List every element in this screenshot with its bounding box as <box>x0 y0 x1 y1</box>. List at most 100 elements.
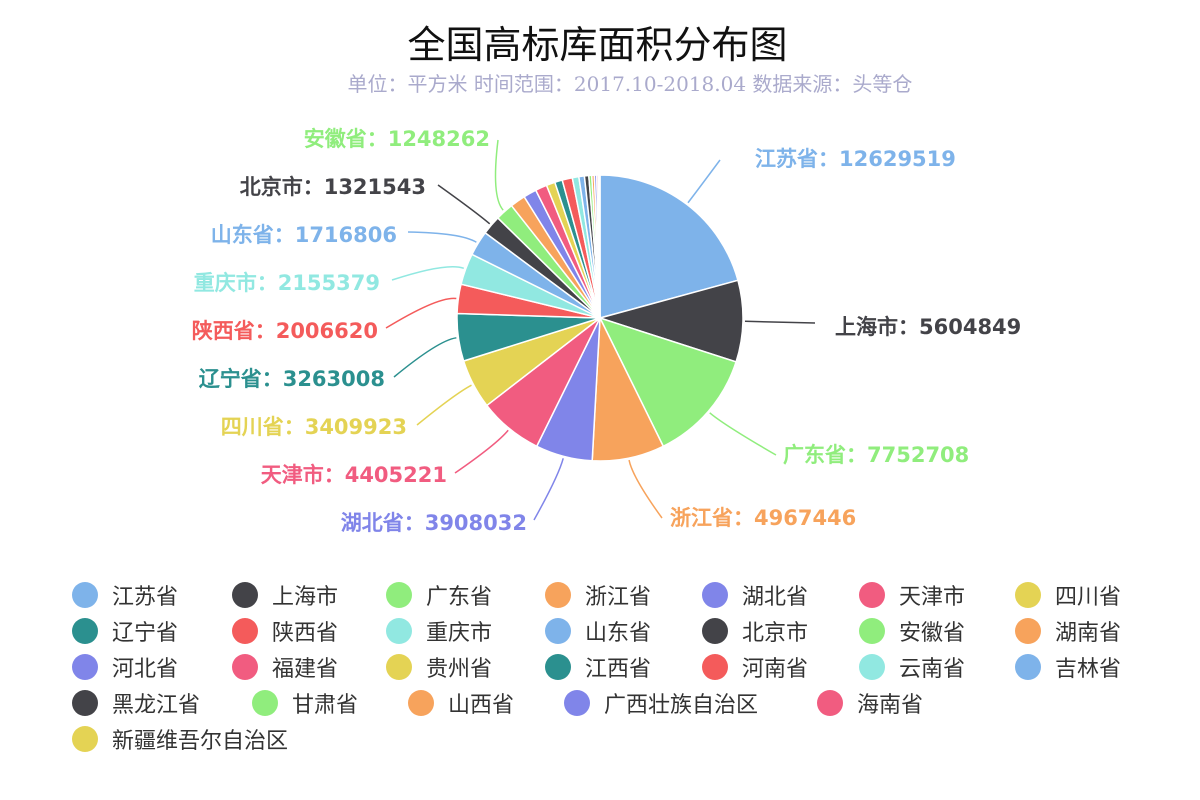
legend-item[interactable]: 江西省 <box>545 650 651 684</box>
label-line <box>744 320 816 324</box>
legend-label: 贵州省 <box>426 657 493 682</box>
legend-swatch <box>545 618 571 644</box>
legend-item[interactable]: 北京市 <box>702 614 808 648</box>
legend-label: 广东省 <box>426 585 493 610</box>
legend-swatch <box>702 654 728 680</box>
data-label: 辽宁省：3263008 <box>199 367 385 391</box>
label-line <box>709 412 777 456</box>
legend-label: 四川省 <box>1055 585 1122 610</box>
legend-label: 上海市 <box>272 585 339 610</box>
label-line <box>437 184 491 225</box>
legend-label: 甘肃省 <box>292 693 359 718</box>
legend-label: 广西壮族自治区 <box>604 693 759 718</box>
data-label: 北京市：1321543 <box>240 175 426 199</box>
legend-item[interactable]: 山西省 <box>408 686 514 720</box>
legend-item[interactable]: 四川省 <box>1015 578 1121 612</box>
pie-slice[interactable] <box>599 174 739 319</box>
legend-label: 安徽省 <box>899 621 966 646</box>
legend-item[interactable]: 重庆市 <box>386 614 492 648</box>
legend-item[interactable]: 甘肃省 <box>252 686 358 720</box>
data-label: 天津市：4405221 <box>261 463 447 487</box>
label-line <box>533 458 564 521</box>
data-label: 安徽省：1248262 <box>304 127 490 151</box>
legend-item[interactable]: 辽宁省 <box>72 614 178 648</box>
legend-swatch <box>232 618 258 644</box>
legend-label: 浙江省 <box>585 585 652 610</box>
legend-item[interactable]: 河南省 <box>702 650 808 684</box>
legend-item[interactable]: 吉林省 <box>1015 650 1121 684</box>
legend-swatch <box>859 654 885 680</box>
pie-slice[interactable] <box>597 174 601 319</box>
legend-label: 海南省 <box>857 693 924 718</box>
legend-label: 重庆市 <box>426 621 493 646</box>
legend-item[interactable]: 黑龙江省 <box>72 686 200 720</box>
legend-swatch <box>72 618 98 644</box>
legend-item[interactable]: 新疆维吾尔自治区 <box>72 722 288 756</box>
legend-item[interactable]: 云南省 <box>859 650 965 684</box>
legend-label: 河南省 <box>742 657 809 682</box>
legend-swatch <box>72 582 98 608</box>
label-line <box>407 231 477 243</box>
legend-item[interactable]: 广西壮族自治区 <box>564 686 758 720</box>
legend-swatch <box>1015 618 1041 644</box>
legend-item[interactable]: 山东省 <box>545 614 651 648</box>
legend-item[interactable]: 湖南省 <box>1015 614 1121 648</box>
legend-swatch <box>859 618 885 644</box>
legend-item[interactable]: 浙江省 <box>545 578 651 612</box>
legend-swatch <box>386 582 412 608</box>
pie-slice[interactable] <box>598 316 738 448</box>
legend-swatch <box>817 690 843 716</box>
label-line <box>628 459 663 519</box>
legend-swatch <box>702 582 728 608</box>
legend-swatch <box>232 654 258 680</box>
label-line <box>687 159 721 204</box>
pie-slices <box>456 174 744 462</box>
legend-item[interactable]: 天津市 <box>859 578 965 612</box>
label-line <box>494 139 504 211</box>
legend-label: 河北省 <box>112 657 179 682</box>
pie-slice[interactable] <box>597 279 744 363</box>
legend-label: 新疆维吾尔自治区 <box>112 729 289 754</box>
legend-swatch <box>72 654 98 680</box>
legend-item[interactable]: 上海市 <box>232 578 338 612</box>
legend-label: 云南省 <box>899 657 966 682</box>
legend-swatch <box>545 582 571 608</box>
legend-swatch <box>386 654 412 680</box>
label-line <box>416 384 472 426</box>
legend-swatch <box>252 690 278 716</box>
data-label: 江苏省：12629519 <box>755 147 956 171</box>
legend-item[interactable]: 陕西省 <box>232 614 338 648</box>
legend-swatch <box>232 582 258 608</box>
legend-label: 湖南省 <box>1055 621 1122 646</box>
legend-swatch <box>408 690 434 716</box>
legend-label: 江苏省 <box>112 585 179 610</box>
legend-label: 吉林省 <box>1055 657 1122 682</box>
legend-item[interactable]: 江苏省 <box>72 578 178 612</box>
label-line <box>391 265 465 281</box>
data-label: 上海市：5604849 <box>835 315 1021 339</box>
legend-label: 山西省 <box>448 693 515 718</box>
label-line <box>393 337 457 378</box>
data-label: 四川省：3409923 <box>221 415 407 439</box>
data-label: 湖北省：3908032 <box>341 511 527 535</box>
legend-item[interactable]: 安徽省 <box>859 614 965 648</box>
data-label: 浙江省：4967446 <box>670 506 856 530</box>
legend-item[interactable]: 河北省 <box>72 650 178 684</box>
legend-item[interactable]: 福建省 <box>232 650 338 684</box>
legend-label: 陕西省 <box>272 621 339 646</box>
legend-label: 辽宁省 <box>112 621 179 646</box>
legend-label: 湖北省 <box>742 585 809 610</box>
legend-label: 北京市 <box>742 621 809 646</box>
legend-item[interactable]: 贵州省 <box>386 650 492 684</box>
legend-item[interactable]: 海南省 <box>817 686 923 720</box>
legend-item[interactable]: 湖北省 <box>702 578 808 612</box>
legend-swatch <box>1015 582 1041 608</box>
legend-swatch <box>72 690 98 716</box>
legend-swatch <box>545 654 571 680</box>
legend-swatch <box>72 726 98 752</box>
data-label: 重庆市：2155379 <box>194 271 380 295</box>
data-label: 陕西省：2006620 <box>192 319 378 343</box>
legend-item[interactable]: 广东省 <box>386 578 492 612</box>
